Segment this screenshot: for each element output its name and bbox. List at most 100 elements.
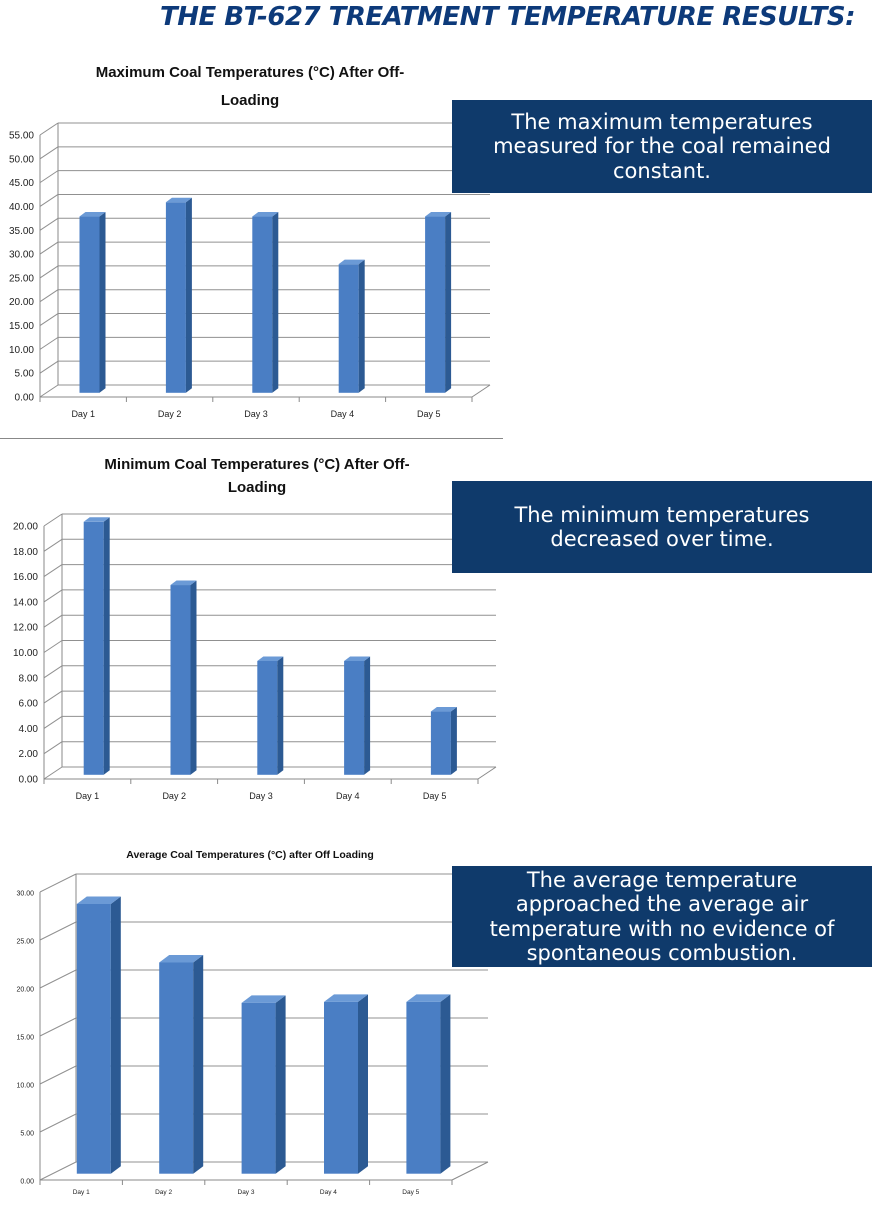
grid-side-line: [43, 766, 63, 780]
bar-side: [358, 259, 365, 393]
bar-side: [450, 707, 457, 775]
grid-side-line: [39, 313, 59, 326]
y-tick-label: 0.00: [19, 775, 39, 786]
bar: [241, 1002, 276, 1174]
bar-side: [190, 580, 197, 775]
grid-side-line: [43, 741, 63, 755]
y-tick-label: 8.00: [19, 673, 39, 684]
x-tick-label: Day 5: [417, 409, 441, 419]
y-tick-label: 30.00: [9, 250, 34, 261]
grid-side-line: [43, 715, 63, 729]
x-tick-label: Day 1: [73, 1189, 90, 1196]
bar-side: [277, 656, 284, 775]
bar-top: [252, 212, 279, 217]
bar-top: [76, 896, 121, 904]
grid-side-line: [39, 1113, 77, 1133]
bar-top: [79, 212, 106, 217]
bar-side: [275, 995, 286, 1174]
bar-side: [440, 994, 451, 1174]
grid-side-line: [43, 564, 63, 578]
bar-top: [170, 580, 197, 586]
bar: [76, 903, 111, 1174]
grid-side-line: [39, 265, 59, 279]
bar: [257, 660, 278, 775]
grid-side-line: [39, 336, 59, 350]
grid-side-line: [39, 194, 59, 207]
y-tick-label: 25.00: [16, 939, 34, 946]
y-tick-label: 2.00: [19, 749, 39, 760]
bar-top: [159, 955, 204, 963]
grid-side-line: [39, 170, 59, 184]
bar-top: [344, 656, 371, 661]
grid-side-line: [39, 241, 59, 255]
grid-side-line: [43, 589, 63, 603]
chart-title: Loading: [221, 92, 279, 109]
bar-top: [430, 707, 457, 712]
y-tick-label: 20.00: [9, 297, 34, 308]
bar-side: [103, 517, 110, 775]
y-tick-label: 55.00: [9, 131, 34, 142]
bar-side: [193, 955, 204, 1174]
y-tick-label: 16.00: [13, 572, 38, 583]
grid-side-line: [39, 873, 77, 893]
grid-side-line: [39, 146, 59, 160]
bar-top: [406, 994, 451, 1002]
grid-side-line: [43, 513, 63, 527]
grid-side-line: [39, 360, 59, 374]
y-tick-label: 20.00: [13, 522, 38, 533]
bar: [430, 711, 451, 775]
bar: [159, 962, 194, 1174]
y-tick-label: 35.00: [9, 226, 34, 237]
bar-top: [338, 259, 365, 265]
y-tick-label: 5.00: [15, 369, 35, 380]
callout-min: The minimum temperatures decreased over …: [452, 481, 872, 573]
bar: [83, 521, 104, 775]
bar-top: [425, 212, 452, 217]
y-tick-label: 0.00: [20, 1179, 34, 1186]
y-tick-label: 15.00: [9, 321, 34, 332]
bar-side: [364, 656, 371, 775]
bar: [324, 1001, 358, 1174]
bar: [170, 585, 191, 775]
x-tick-label: Day 2: [155, 1189, 172, 1196]
x-tick-label: Day 4: [331, 409, 355, 419]
grid-side-line: [39, 1017, 77, 1037]
bar: [79, 216, 100, 393]
grid-side-line: [39, 384, 59, 398]
grid-side-line: [39, 1161, 77, 1181]
bar-side: [185, 197, 192, 393]
y-tick-label: 4.00: [19, 724, 39, 735]
x-tick-label: Day 4: [336, 791, 360, 801]
y-tick-label: 10.00: [9, 345, 34, 356]
y-tick-label: 6.00: [19, 699, 39, 710]
bar: [344, 660, 365, 775]
grid-side-line: [39, 289, 59, 303]
bar-top: [165, 197, 192, 203]
y-tick-label: 40.00: [9, 202, 34, 213]
x-tick-label: Day 1: [71, 409, 95, 419]
min-temp-chart: Minimum Coal Temperatures (°C) After Off…: [13, 456, 497, 801]
floor-edge: [477, 766, 497, 780]
x-tick-label: Day 5: [402, 1189, 419, 1196]
bar-top: [83, 517, 110, 522]
x-tick-label: Day 3: [249, 791, 273, 801]
grid-side-line: [39, 122, 59, 136]
y-tick-label: 10.00: [13, 648, 38, 659]
y-tick-label: 18.00: [13, 547, 38, 558]
x-tick-label: Day 2: [162, 791, 186, 801]
x-tick-label: Day 5: [423, 791, 447, 801]
x-tick-label: Day 3: [238, 1189, 255, 1196]
floor-edge: [451, 1161, 489, 1181]
grid-side-line: [43, 538, 63, 552]
grid-side-line: [39, 217, 59, 231]
y-tick-label: 25.00: [9, 273, 34, 284]
bar-side: [99, 212, 106, 393]
y-tick-label: 14.00: [13, 597, 38, 608]
max-temp-chart: Maximum Coal Temperatures (°C) After Off…: [9, 64, 491, 419]
grid-side-line: [39, 921, 77, 941]
x-tick-label: Day 3: [244, 409, 268, 419]
bar-top: [324, 994, 368, 1002]
y-tick-label: 50.00: [9, 154, 34, 165]
y-tick-label: 15.00: [16, 1035, 34, 1042]
bar: [425, 216, 446, 393]
